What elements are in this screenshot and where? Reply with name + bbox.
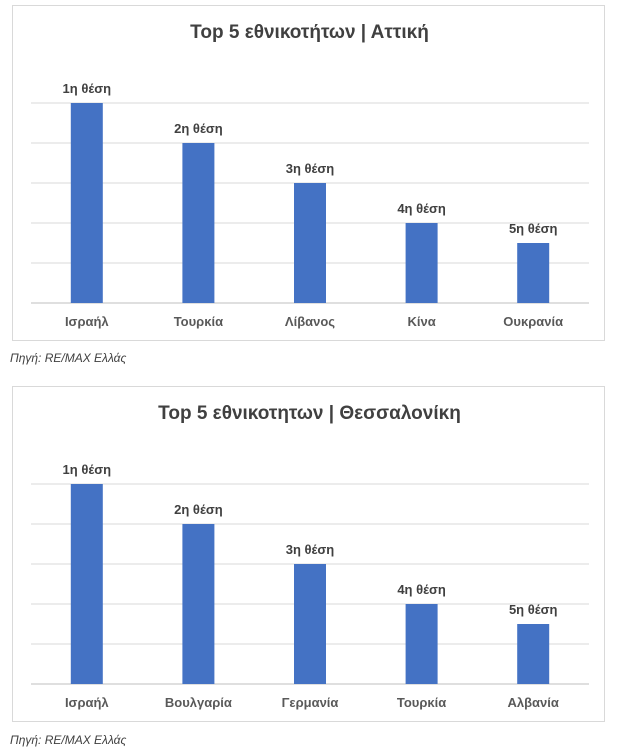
attiki-bar xyxy=(182,143,215,303)
attiki-bar xyxy=(405,223,438,303)
thessaloniki-category-label: Τουρκία xyxy=(397,695,446,710)
attiki-data-label: 4η θέση xyxy=(397,201,446,216)
attiki-category-label: Τουρκία xyxy=(174,314,223,329)
attiki-category-label: Ισραήλ xyxy=(65,314,109,329)
thessaloniki-category-label: Αλβανία xyxy=(508,695,559,710)
thessaloniki-data-label: 5η θέση xyxy=(509,602,558,617)
source-note-attiki: Πηγή: RE/MAX Ελλάς xyxy=(10,351,127,365)
thessaloniki-category-label: Ισραήλ xyxy=(65,695,109,710)
thessaloniki-bar xyxy=(182,524,215,684)
attiki-data-label: 2η θέση xyxy=(174,121,223,136)
attiki-data-label: 5η θέση xyxy=(509,221,558,236)
attiki-category-label: Λίβανος xyxy=(285,314,335,329)
thessaloniki-data-label: 3η θέση xyxy=(286,542,335,557)
thessaloniki-bar xyxy=(405,604,438,684)
attiki-bar xyxy=(70,103,103,303)
thessaloniki-data-label: 4η θέση xyxy=(397,582,446,597)
thessaloniki-category-label: Γερμανία xyxy=(282,695,339,710)
chart-attiki: Top 5 εθνικοτήτων | Αττική 1η θέση Ισραήλ 2… xyxy=(12,5,605,341)
attiki-category-label: Ουκρανία xyxy=(503,314,563,329)
thessaloniki-category-label: Βουλγαρία xyxy=(165,695,232,710)
attiki-category-label: Κίνα xyxy=(407,314,435,329)
chart-thessaloniki-svg: Top 5 εθνικοτητων | Θεσσαλονίκη 1η θέση Ισ… xyxy=(31,403,589,710)
chart-thessaloniki: Top 5 εθνικοτητων | Θεσσαλονίκη 1η θέση Ισ… xyxy=(12,386,605,722)
thessaloniki-bar xyxy=(70,484,103,684)
attiki-title: Top 5 εθνικοτήτων | Αττική xyxy=(190,22,429,43)
thessaloniki-bar xyxy=(294,564,326,684)
attiki-bar xyxy=(294,183,326,303)
attiki-bar xyxy=(517,243,550,303)
thessaloniki-data-label: 2η θέση xyxy=(174,502,223,517)
thessaloniki-title: Top 5 εθνικοτητων | Θεσσαλονίκη xyxy=(158,403,461,424)
chart-attiki-svg: Top 5 εθνικοτήτων | Αττική 1η θέση Ισραήλ 2… xyxy=(31,22,589,329)
attiki-data-label: 3η θέση xyxy=(286,161,335,176)
source-note-thessaloniki: Πηγή: RE/MAX Ελλάς xyxy=(10,733,127,747)
thessaloniki-data-label: 1η θέση xyxy=(63,462,112,477)
thessaloniki-bar xyxy=(517,624,550,684)
attiki-data-label: 1η θέση xyxy=(63,81,112,96)
